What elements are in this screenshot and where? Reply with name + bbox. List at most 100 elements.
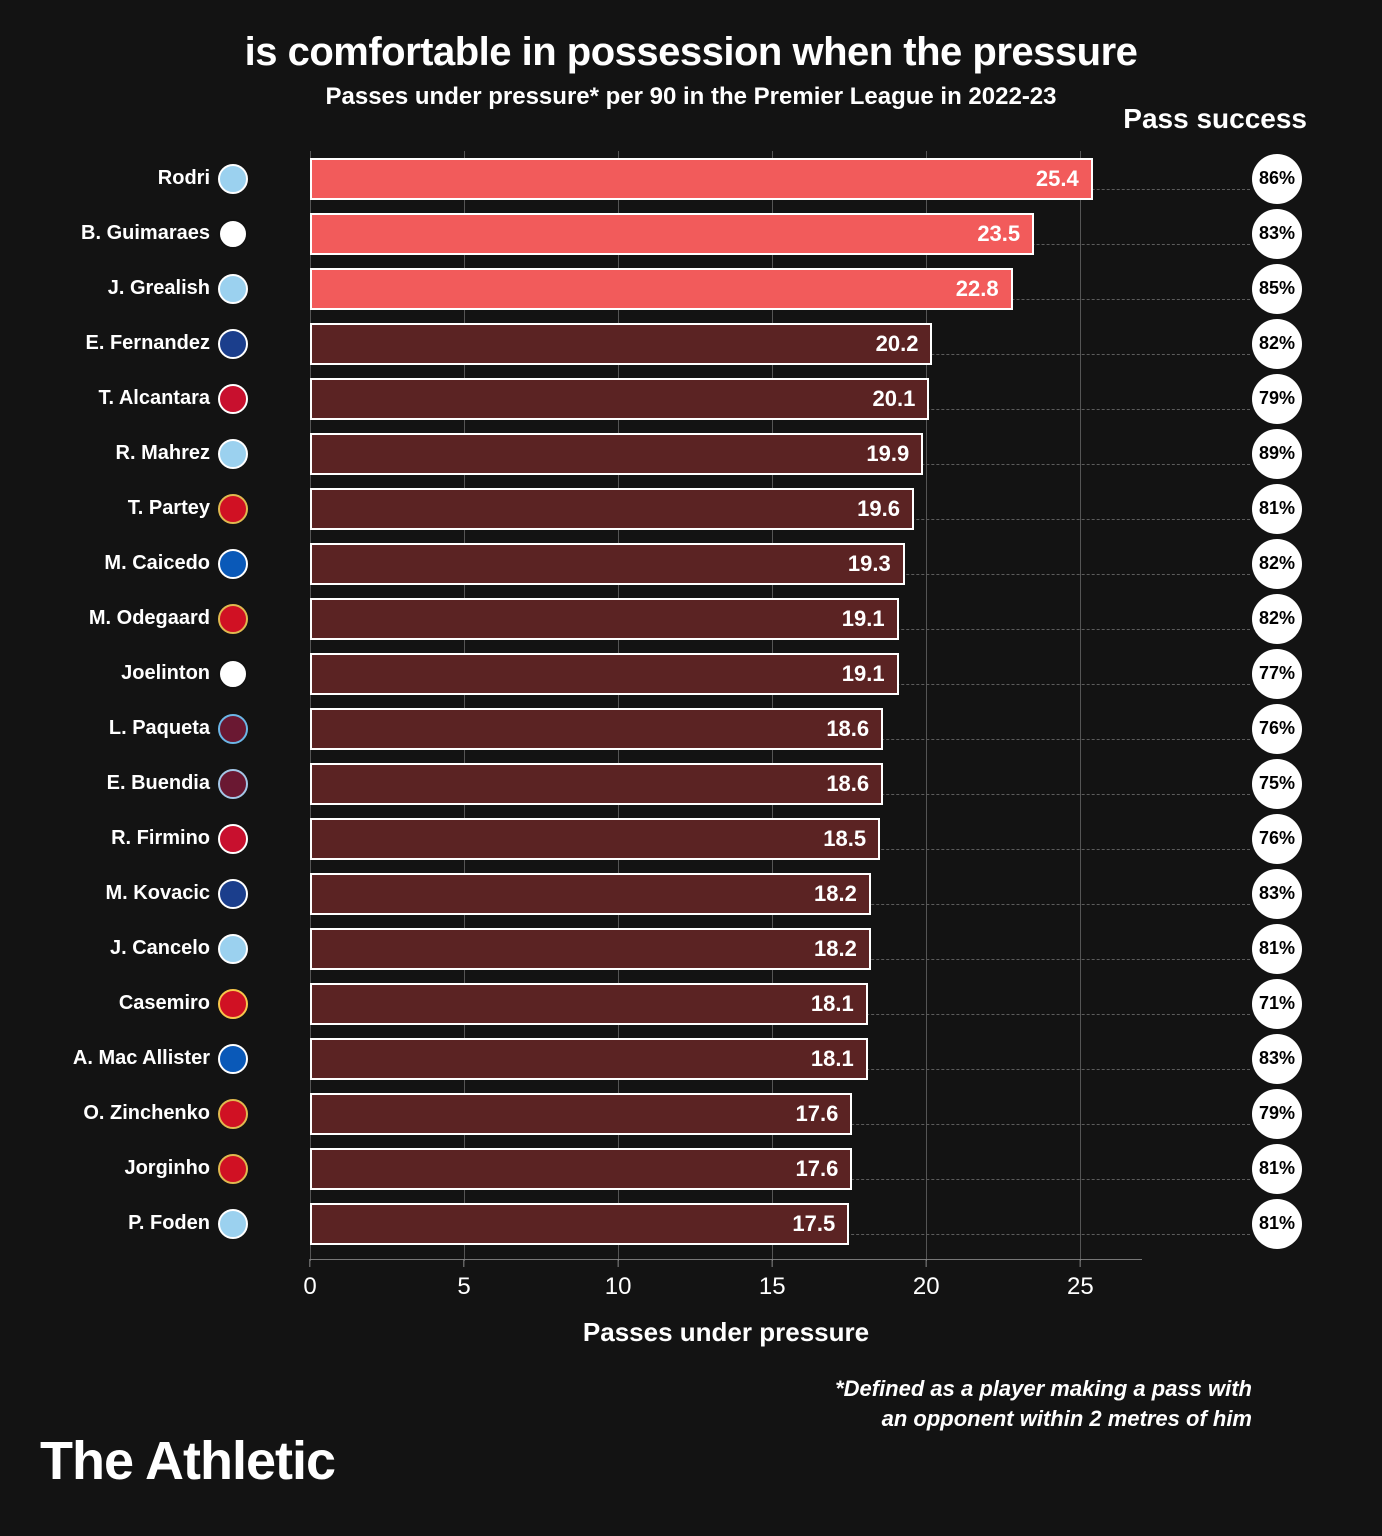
- table-row: B. Guimaraes23.583%: [250, 206, 1142, 261]
- bar-track: 25.4: [310, 158, 1142, 200]
- bar-value: 19.3: [848, 551, 891, 577]
- pass-success-badge: 85%: [1252, 264, 1302, 314]
- table-row: A. Mac Allister18.183%: [250, 1031, 1142, 1086]
- pass-success-badge: 83%: [1252, 1034, 1302, 1084]
- bar-track: 18.6: [310, 708, 1142, 750]
- player-name: Casemiro: [60, 992, 210, 1015]
- tick-label: 0: [303, 1273, 316, 1301]
- bar-track: 17.6: [310, 1093, 1142, 1135]
- bar-track: 19.6: [310, 488, 1142, 530]
- club-badge-icon: [218, 604, 248, 634]
- x-tick: 25: [1067, 1259, 1094, 1301]
- table-row: Joelinton19.177%: [250, 646, 1142, 701]
- bar-track: 22.8: [310, 268, 1142, 310]
- pass-success-badge: 81%: [1252, 484, 1302, 534]
- bar-value: 18.1: [811, 1046, 854, 1072]
- player-name: Joelinton: [60, 662, 210, 685]
- pass-success-badge: 86%: [1252, 154, 1302, 204]
- pass-success-badge: 83%: [1252, 869, 1302, 919]
- bar-track: 18.5: [310, 818, 1142, 860]
- table-row: Rodri25.486%: [250, 151, 1142, 206]
- bar-value: 18.2: [814, 881, 857, 907]
- tick-mark: [1080, 1259, 1081, 1267]
- club-badge-icon: [218, 879, 248, 909]
- table-row: P. Foden17.581%: [250, 1196, 1142, 1251]
- bar-track: 19.1: [310, 598, 1142, 640]
- tick-mark: [618, 1259, 619, 1267]
- player-name: T. Alcantara: [60, 387, 210, 410]
- bar: 23.5: [310, 213, 1034, 255]
- tick-mark: [309, 1259, 310, 1267]
- club-badge-icon: [218, 329, 248, 359]
- bar-value: 19.1: [842, 606, 885, 632]
- club-badge-icon: [218, 1099, 248, 1129]
- bar: 25.4: [310, 158, 1093, 200]
- player-name: M. Caicedo: [60, 552, 210, 575]
- pass-success-badge: 83%: [1252, 209, 1302, 259]
- chart-title: is comfortable in possession when the pr…: [60, 30, 1322, 75]
- table-row: Casemiro18.171%: [250, 976, 1142, 1031]
- bar-track: 20.1: [310, 378, 1142, 420]
- footnote-line: *Defined as a player making a pass with: [835, 1376, 1252, 1401]
- x-tick: 0: [303, 1259, 316, 1301]
- bar-value: 25.4: [1036, 166, 1079, 192]
- tick-mark: [464, 1259, 465, 1267]
- club-badge-icon: [218, 1154, 248, 1184]
- bar-track: 18.2: [310, 928, 1142, 970]
- club-badge-icon: [218, 1044, 248, 1074]
- player-name: J. Cancelo: [60, 937, 210, 960]
- player-name: M. Odegaard: [60, 607, 210, 630]
- bar: 18.5: [310, 818, 880, 860]
- table-row: J. Cancelo18.281%: [250, 921, 1142, 976]
- player-name: L. Paqueta: [60, 717, 210, 740]
- x-tick: 15: [759, 1259, 786, 1301]
- bar-track: 19.3: [310, 543, 1142, 585]
- chart-footnote: *Defined as a player making a pass with …: [60, 1374, 1252, 1433]
- club-badge-icon: [218, 769, 248, 799]
- pass-success-badge: 81%: [1252, 924, 1302, 974]
- brand-logo: The Athletic: [40, 1430, 335, 1492]
- table-row: T. Partey19.681%: [250, 481, 1142, 536]
- bar: 18.2: [310, 873, 871, 915]
- tick-label: 10: [605, 1273, 632, 1301]
- bar: 18.2: [310, 928, 871, 970]
- pass-success-badge: 82%: [1252, 319, 1302, 369]
- bar-track: 18.2: [310, 873, 1142, 915]
- bar-value: 19.1: [842, 661, 885, 687]
- bar-value: 17.5: [792, 1211, 835, 1237]
- player-name: T. Partey: [60, 497, 210, 520]
- player-name: R. Mahrez: [60, 442, 210, 465]
- player-name: M. Kovacic: [60, 882, 210, 905]
- player-name: A. Mac Allister: [60, 1047, 210, 1070]
- table-row: T. Alcantara20.179%: [250, 371, 1142, 426]
- bar: 19.3: [310, 543, 905, 585]
- player-name: P. Foden: [60, 1212, 210, 1235]
- bar: 19.6: [310, 488, 914, 530]
- club-badge-icon: [218, 714, 248, 744]
- bar-value: 18.5: [823, 826, 866, 852]
- player-name: B. Guimaraes: [60, 222, 210, 245]
- bar-value: 19.6: [857, 496, 900, 522]
- bar: 17.6: [310, 1093, 852, 1135]
- bar-value: 17.6: [796, 1101, 839, 1127]
- bar-track: 18.1: [310, 983, 1142, 1025]
- player-name: O. Zinchenko: [60, 1102, 210, 1125]
- club-badge-icon: [218, 164, 248, 194]
- player-name: E. Buendia: [60, 772, 210, 795]
- player-name: R. Firmino: [60, 827, 210, 850]
- bar: 17.5: [310, 1203, 849, 1245]
- club-badge-icon: [218, 824, 248, 854]
- bar-track: 18.1: [310, 1038, 1142, 1080]
- bar: 19.1: [310, 653, 899, 695]
- club-badge-icon: [218, 219, 248, 249]
- bar-value: 20.1: [873, 386, 916, 412]
- pass-success-header: Pass success: [1123, 103, 1307, 135]
- tick-label: 25: [1067, 1273, 1094, 1301]
- bar: 20.2: [310, 323, 932, 365]
- tick-mark: [926, 1259, 927, 1267]
- bar-value: 19.9: [866, 441, 909, 467]
- bar-track: 17.5: [310, 1203, 1142, 1245]
- bar-track: 20.2: [310, 323, 1142, 365]
- x-axis-label: Passes under pressure: [310, 1317, 1142, 1348]
- player-name: Jorginho: [60, 1157, 210, 1180]
